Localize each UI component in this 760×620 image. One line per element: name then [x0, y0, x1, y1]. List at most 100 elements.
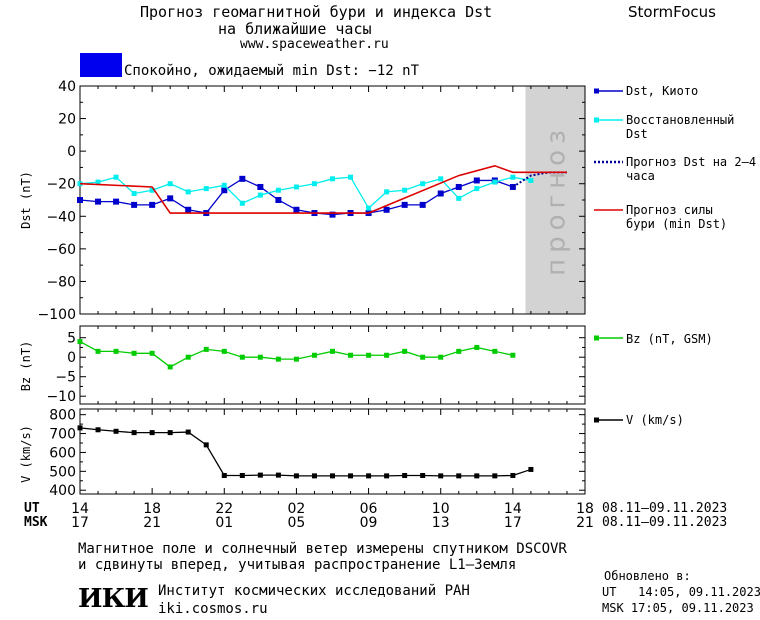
- y-tick-label: 700: [49, 427, 76, 443]
- data-point: [528, 466, 534, 472]
- data-point: [221, 348, 227, 354]
- data-point: [492, 348, 498, 354]
- y-tick-label: 20: [58, 112, 76, 128]
- time-tick-label-msk: 05: [287, 515, 306, 531]
- y-tick-label: 400: [49, 483, 76, 499]
- data-point: [239, 175, 246, 182]
- data-point: [185, 354, 191, 360]
- y-tick-label: 5: [67, 331, 76, 347]
- data-point: [383, 206, 390, 213]
- data-point: [474, 473, 480, 479]
- time-tick-label-ut: 18: [576, 501, 594, 517]
- data-point: [474, 344, 480, 350]
- series-line: [79, 164, 567, 214]
- data-point: [438, 354, 444, 360]
- y-tick-label: −5: [55, 370, 76, 386]
- legend-speed: V (km/s): [626, 413, 684, 427]
- data-point: [438, 473, 444, 479]
- time-tick-label-msk: 21: [576, 515, 594, 531]
- data-point: [474, 186, 480, 192]
- institute-url[interactable]: iki.cosmos.ru: [158, 601, 268, 617]
- data-point: [311, 352, 317, 358]
- legend-dst-forecast: Прогноз Dst на 2–4 часа: [626, 155, 757, 183]
- chart-title-line2: на ближайшие часы: [218, 20, 372, 38]
- data-point: [167, 364, 173, 370]
- data-point: [455, 183, 462, 190]
- time-tick-label-msk: 17: [71, 515, 89, 531]
- time-tick-label-ut: 18: [143, 501, 162, 517]
- legend-swatch-marker: [594, 417, 599, 423]
- data-point: [437, 190, 444, 197]
- data-point: [510, 472, 516, 478]
- data-point: [131, 190, 137, 196]
- time-tick-label-msk: 21: [143, 515, 162, 531]
- time-tick-label-msk: 17: [503, 515, 522, 531]
- data-point: [420, 181, 426, 187]
- time-tick-label-msk: 13: [431, 515, 450, 531]
- status-text: Спокойно, ожидаемый min Dst: −12 nT: [124, 63, 420, 79]
- y-tick-label: −100: [38, 307, 76, 323]
- updated-label: Обновлено в:: [604, 569, 691, 583]
- data-point: [185, 206, 192, 213]
- data-point: [330, 176, 335, 182]
- legend-dst-kyoto: Dst, Киото: [626, 84, 699, 98]
- data-point: [257, 354, 263, 360]
- data-point: [293, 356, 299, 362]
- series-line: [79, 427, 532, 477]
- data-point: [113, 428, 119, 434]
- time-tick-label-ut: 02: [287, 501, 306, 517]
- data-point: [257, 472, 263, 478]
- data-point: [149, 201, 156, 208]
- time-tick-label-ut: 10: [431, 501, 450, 517]
- data-point: [366, 473, 372, 479]
- data-point: [275, 472, 281, 478]
- data-point: [492, 473, 498, 479]
- data-point: [366, 205, 372, 211]
- data-point: [203, 442, 209, 448]
- data-point: [95, 198, 102, 205]
- data-point: [239, 472, 245, 478]
- y-tick-label: 500: [49, 464, 76, 480]
- y-tick-label: 600: [49, 445, 76, 461]
- y-tick-label: −20: [46, 177, 76, 193]
- data-point: [275, 197, 282, 203]
- data-point: [113, 348, 119, 354]
- data-point: [528, 177, 534, 183]
- data-point: [420, 472, 426, 478]
- y-tick-label: −10: [46, 389, 76, 405]
- bz-axis-label: Bz (nT): [19, 340, 33, 392]
- updated-msk: MSK 17:05, 09.11.2023: [602, 601, 754, 615]
- speed-panel: 800 700 600 500 400: [49, 408, 586, 499]
- data-point: [384, 473, 390, 479]
- footer-note-line1: Магнитное поле и солнечный ветер измерен…: [78, 541, 567, 557]
- plot-frame: [79, 325, 586, 405]
- updated-ut: UT 14:05, 09.11.2023: [602, 585, 760, 599]
- data-point: [113, 198, 120, 205]
- legend-swatch-marker: [594, 117, 599, 123]
- iki-logo: ИКИ: [78, 584, 149, 614]
- site-link[interactable]: www.spaceweather.ru: [240, 37, 389, 52]
- data-point: [348, 174, 354, 180]
- legend-bz: Bz (nT, GSM): [626, 332, 713, 346]
- data-point: [402, 472, 408, 478]
- data-point: [95, 427, 101, 433]
- data-point: [221, 472, 227, 478]
- data-point: [131, 430, 137, 436]
- ut-row-label: UT: [24, 501, 40, 516]
- data-point: [510, 352, 516, 358]
- data-point: [293, 184, 299, 190]
- data-point: [275, 187, 281, 193]
- data-point: [401, 201, 408, 208]
- y-tick-label: −60: [46, 242, 76, 258]
- data-point: [185, 189, 191, 195]
- data-point: [131, 201, 138, 208]
- data-point: [348, 473, 354, 479]
- data-point: [257, 183, 264, 190]
- data-point: [293, 206, 300, 213]
- forecast-zone: [525, 86, 585, 314]
- time-tick-label-ut: 06: [359, 501, 378, 517]
- data-point: [329, 211, 336, 218]
- legend-storm-forecast: Прогноз силы бури (min Dst): [626, 203, 728, 231]
- data-point: [203, 186, 209, 192]
